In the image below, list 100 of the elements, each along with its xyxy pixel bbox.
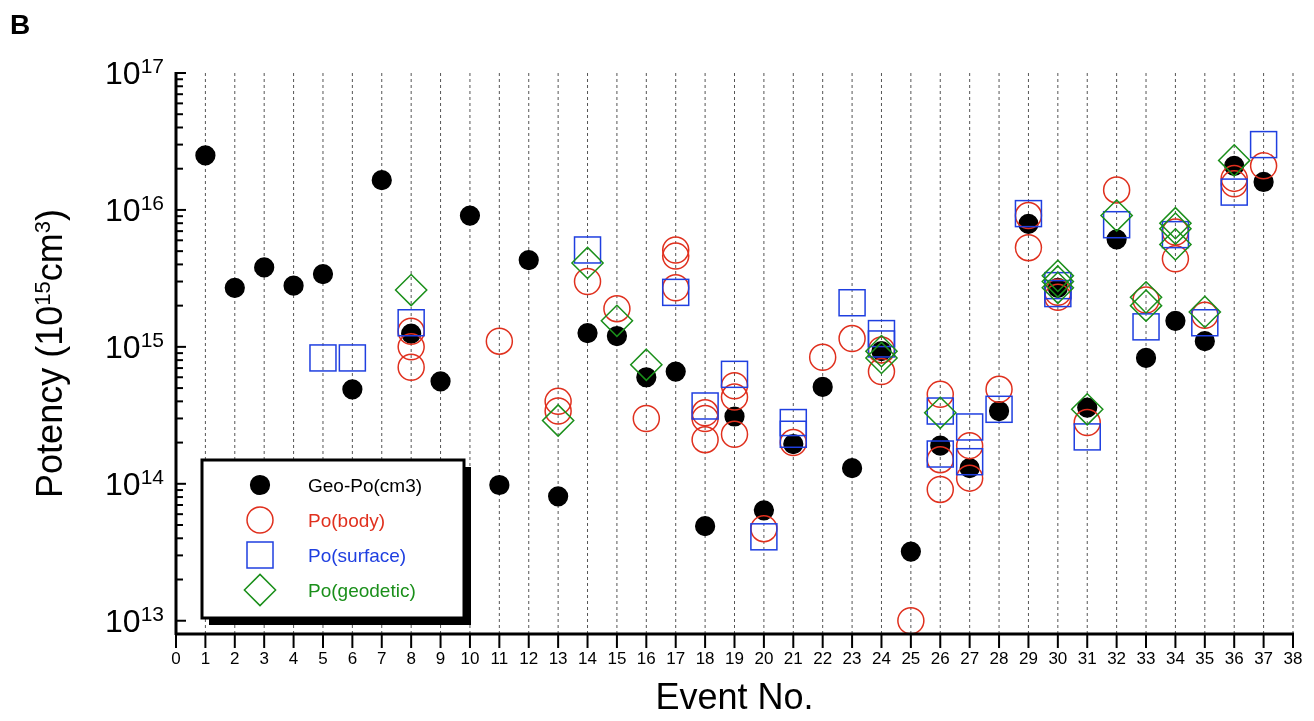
point: [1165, 310, 1186, 331]
point: [1070, 392, 1104, 426]
point: [485, 327, 514, 355]
x-tick-label: 22: [813, 649, 833, 668]
x-tick-label: 8: [406, 649, 416, 668]
point: [571, 246, 604, 280]
point: [865, 341, 898, 375]
x-tick-label: 15: [607, 649, 627, 668]
point: [720, 372, 749, 400]
point: [1129, 280, 1163, 314]
x-tick-label: 7: [377, 649, 387, 668]
point: [224, 277, 245, 298]
point: [1249, 130, 1278, 159]
x-tick-label: 20: [754, 649, 774, 668]
legend-label: Po(body): [308, 509, 386, 531]
y-tick-label: 10$^{14}$: [105, 464, 165, 502]
point: [955, 447, 984, 476]
x-tick-label: 4: [288, 649, 299, 668]
point: [600, 304, 634, 338]
point: [1159, 206, 1192, 240]
point: [838, 288, 866, 317]
x-tick-label: 23: [842, 649, 862, 668]
point: [720, 420, 749, 449]
x-tick-label: 14: [578, 649, 597, 668]
point: [808, 343, 837, 371]
point: [926, 440, 955, 468]
legend-label: Po(surface): [308, 544, 407, 566]
point: [661, 236, 690, 264]
point: [342, 379, 363, 400]
x-tick-label: 28: [989, 649, 1009, 668]
x-tick-label: 36: [1224, 649, 1244, 668]
x-tick-label: 25: [901, 649, 921, 668]
point: [1102, 176, 1131, 204]
point: [394, 273, 428, 307]
x-tick-label: 10: [460, 649, 480, 668]
x-tick-label: 37: [1254, 649, 1274, 668]
point: [1188, 295, 1222, 329]
x-tick-label: 26: [930, 649, 950, 668]
point: [750, 523, 778, 551]
y-tick-label: 10$^{17}$: [105, 53, 164, 92]
x-tick-label: 31: [1077, 649, 1097, 668]
x-tick-label: 2: [230, 649, 240, 668]
point: [897, 606, 925, 635]
point: [985, 375, 1013, 404]
x-tick-label: 29: [1018, 649, 1038, 668]
x-tick-label: 11: [490, 649, 509, 668]
x-tick-label: 9: [435, 649, 446, 668]
point: [1249, 152, 1278, 180]
point: [1041, 259, 1075, 293]
y-tick-label: 10$^{13}$: [105, 601, 164, 639]
point: [397, 333, 425, 361]
x-tick-label: 19: [725, 649, 744, 668]
point: [691, 425, 719, 454]
point: [720, 383, 749, 411]
x-tick-label: 33: [1136, 649, 1156, 668]
legend-label: Geo-Po(cm3): [308, 474, 423, 496]
point: [195, 145, 216, 166]
x-axis-title: Event No.: [655, 676, 814, 717]
x-tick-label: 12: [519, 649, 539, 668]
x-tick-label: 13: [548, 649, 568, 668]
point: [577, 323, 598, 344]
x-tick-label: 17: [666, 649, 686, 668]
point: [548, 486, 569, 507]
point: [1135, 347, 1157, 369]
point: [1220, 164, 1248, 193]
point: [430, 371, 451, 392]
x-tick-label: 32: [1107, 649, 1127, 668]
point: [1220, 178, 1248, 206]
point: [779, 420, 808, 449]
point: [955, 464, 984, 492]
point: [489, 474, 510, 496]
point: [661, 278, 690, 307]
point: [838, 324, 866, 353]
x-tick-label: 5: [318, 649, 328, 668]
point: [1073, 423, 1101, 451]
point: [573, 267, 602, 296]
point: [254, 257, 275, 278]
point: [309, 344, 337, 372]
point: [867, 319, 896, 348]
point: [812, 376, 833, 398]
point: [541, 404, 575, 437]
point: [926, 475, 955, 504]
point: [1014, 233, 1043, 262]
point: [720, 360, 749, 389]
x-tick-label: 34: [1165, 649, 1185, 668]
y-tick-label: 10$^{15}$: [105, 327, 164, 366]
point: [518, 250, 539, 271]
point: [544, 387, 572, 416]
point: [397, 353, 425, 381]
point: [841, 458, 863, 479]
point: [691, 404, 719, 433]
point: [955, 431, 984, 460]
point: [1041, 265, 1075, 298]
point: [371, 170, 392, 191]
x-tick-label: 1: [200, 649, 211, 668]
point: [661, 242, 690, 270]
point: [338, 344, 367, 372]
point: [695, 516, 716, 537]
point: [926, 445, 955, 474]
point: [691, 392, 719, 420]
